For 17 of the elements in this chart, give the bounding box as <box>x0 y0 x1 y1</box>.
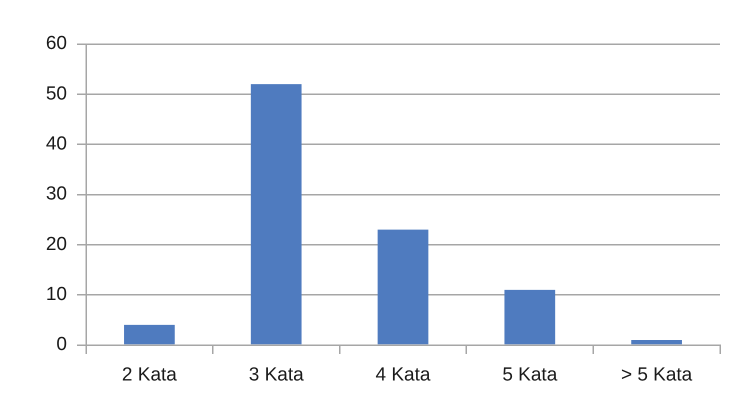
x-tick-label: > 5 Kata <box>620 364 693 386</box>
bar <box>378 230 428 344</box>
y-tick-label: 30 <box>46 184 67 205</box>
x-tick-label: 2 Kata <box>122 364 178 386</box>
y-tick-label: 10 <box>46 284 67 306</box>
bar <box>250 84 302 344</box>
x-tick-label: 5 Kata <box>502 364 558 386</box>
bar <box>124 324 175 344</box>
y-tick-label: 20 <box>46 234 67 255</box>
y-tick-label: 0 <box>56 334 67 356</box>
bar <box>631 340 682 344</box>
x-tick-label: 4 Kata <box>376 364 431 386</box>
bar <box>504 290 556 344</box>
x-tick-label: 3 Kata <box>248 364 304 386</box>
y-tick-label: 60 <box>46 33 67 54</box>
y-tick-label: 50 <box>46 83 67 104</box>
y-tick-label: 40 <box>46 134 67 155</box>
